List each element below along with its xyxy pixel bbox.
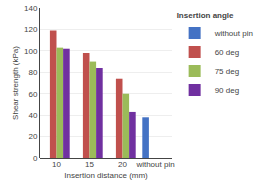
svg-text:Insertion angle: Insertion angle [177,11,234,20]
svg-text:0: 0 [33,154,38,163]
svg-text:15: 15 [85,160,94,169]
svg-text:100: 100 [24,47,38,56]
svg-text:Insertion distance (mm): Insertion distance (mm) [64,171,148,180]
svg-text:60: 60 [28,90,37,99]
svg-text:120: 120 [24,25,38,34]
svg-text:without pin: without pin [135,160,174,169]
svg-text:60 deg: 60 deg [215,48,239,57]
svg-text:90 deg: 90 deg [215,86,239,95]
svg-text:10: 10 [52,160,61,169]
svg-text:20: 20 [28,132,37,141]
svg-text:75 deg: 75 deg [215,67,239,76]
svg-text:80: 80 [28,68,37,77]
svg-text:Shear strength (kPa): Shear strength (kPa) [11,46,20,120]
svg-text:140: 140 [24,4,38,13]
svg-text:without pin: without pin [214,29,253,38]
svg-text:40: 40 [28,111,37,120]
svg-text:20: 20 [118,160,127,169]
